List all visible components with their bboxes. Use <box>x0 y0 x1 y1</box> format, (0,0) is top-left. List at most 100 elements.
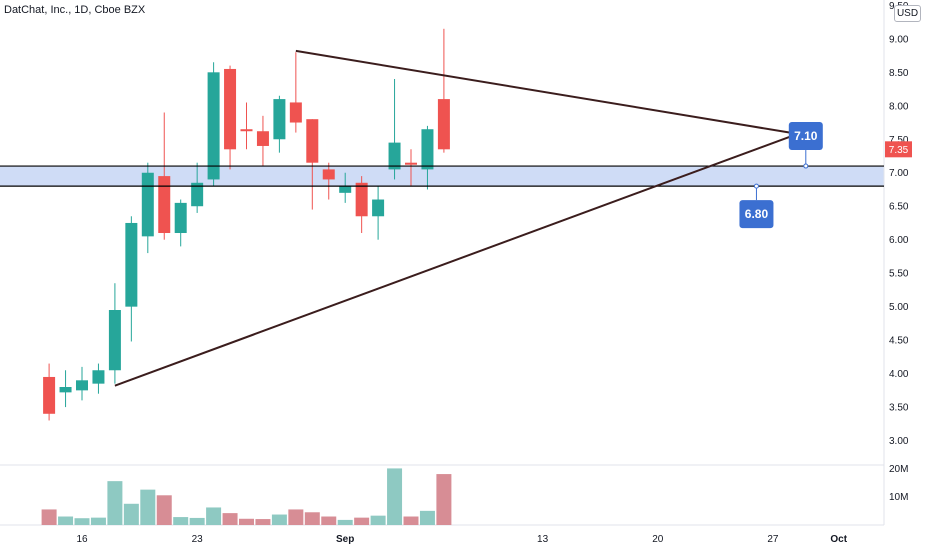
trendline <box>295 49 798 135</box>
candle <box>339 172 352 203</box>
candle <box>322 162 335 200</box>
price-tick-label: 5.00 <box>889 302 909 313</box>
price-tick-label: 6.00 <box>889 235 909 246</box>
price-tick-label: 5.50 <box>889 269 909 280</box>
volume-bar <box>140 489 156 525</box>
volume-bar <box>304 512 320 525</box>
candle-body <box>306 119 319 163</box>
candle-body <box>76 380 88 391</box>
candle <box>421 125 434 190</box>
candle <box>355 176 368 234</box>
time-tick-label: 20 <box>652 534 664 545</box>
price-tick-label: 8.00 <box>889 101 909 112</box>
price-tick-label: 6.50 <box>889 202 909 213</box>
volume-bar <box>436 474 452 525</box>
time-tick-label: 13 <box>537 534 549 545</box>
candle-body <box>125 222 138 307</box>
volume-bar <box>74 518 90 525</box>
candle <box>306 119 319 210</box>
candle-body <box>388 142 401 170</box>
candle-body <box>92 370 105 384</box>
candle-body <box>224 68 237 150</box>
candle <box>108 283 121 384</box>
volume-tick-label: 20M <box>889 464 908 475</box>
level-label-text: 6.80 <box>745 207 769 221</box>
candle <box>289 52 302 133</box>
candle-body <box>108 310 121 371</box>
volume-bar <box>370 515 386 525</box>
price-tick-label: 8.50 <box>889 68 909 79</box>
price-tick-label: 7.50 <box>889 135 909 146</box>
trendline <box>114 132 798 387</box>
volume-bar <box>156 495 172 525</box>
candle <box>256 115 269 167</box>
volume-bar <box>403 516 419 525</box>
time-tick-label: 23 <box>192 534 204 545</box>
candle-body <box>43 376 56 414</box>
candle <box>43 363 56 421</box>
candle-body <box>322 169 335 180</box>
candle <box>191 162 204 213</box>
level-label-text: 7.10 <box>794 129 818 143</box>
volume-bar <box>173 517 189 525</box>
volume-bar <box>107 481 123 525</box>
candle-body <box>421 129 434 170</box>
candle-body <box>339 186 352 193</box>
candle-body <box>141 172 154 237</box>
volume-bar <box>90 517 106 525</box>
level-band <box>0 166 884 187</box>
volume-bar <box>41 509 57 525</box>
level-label-anchor <box>803 163 809 169</box>
candle <box>76 366 88 401</box>
symbol-title: DatChat, Inc., 1D, Cboe BZX <box>4 4 146 16</box>
volume-bar <box>239 518 254 525</box>
candle <box>174 199 187 247</box>
candle-body <box>207 72 220 180</box>
volume-bar <box>58 516 74 525</box>
price-tick-label: 3.00 <box>889 436 909 447</box>
candle <box>224 65 237 170</box>
candle-body <box>355 182 368 217</box>
volume-bar <box>271 514 287 525</box>
volume-bar <box>288 509 304 525</box>
candle <box>141 162 154 254</box>
candle-body <box>372 199 385 217</box>
time-tick-label: Oct <box>830 534 847 545</box>
volume-bar <box>189 517 205 525</box>
volume-bar <box>206 507 222 525</box>
candle <box>388 79 401 180</box>
candle <box>437 28 450 153</box>
candle <box>240 102 253 150</box>
candle-body <box>273 99 286 140</box>
currency-badge[interactable]: USD <box>894 5 921 22</box>
current-price-tag <box>885 141 912 158</box>
volume-bar <box>337 519 353 525</box>
level-label: 6.80 <box>739 183 774 229</box>
candle <box>158 112 171 240</box>
volume-bar <box>419 510 435 525</box>
volume-bar <box>255 519 271 525</box>
time-tick-label: 27 <box>767 534 779 545</box>
time-tick-label: 16 <box>76 534 88 545</box>
candle <box>207 62 220 187</box>
candle-body <box>191 182 204 207</box>
volume-bar <box>387 468 403 525</box>
level-label: 7.10 <box>788 122 823 169</box>
volume-bar <box>354 517 370 525</box>
candle-body <box>256 131 269 146</box>
level-label-box <box>788 122 823 151</box>
candle-body <box>158 176 171 234</box>
level-label-anchor <box>753 183 759 189</box>
volume-bar <box>222 513 238 525</box>
candle-body <box>240 129 253 132</box>
volume-tick-label: 10M <box>889 492 908 503</box>
candle <box>59 370 72 408</box>
price-tick-label: 9.00 <box>889 34 909 45</box>
candle <box>273 95 286 153</box>
candle-body <box>289 102 302 123</box>
price-tick-label: 4.50 <box>889 336 909 347</box>
candle-body <box>405 162 417 165</box>
current-price-label: 7.35 <box>889 145 909 156</box>
